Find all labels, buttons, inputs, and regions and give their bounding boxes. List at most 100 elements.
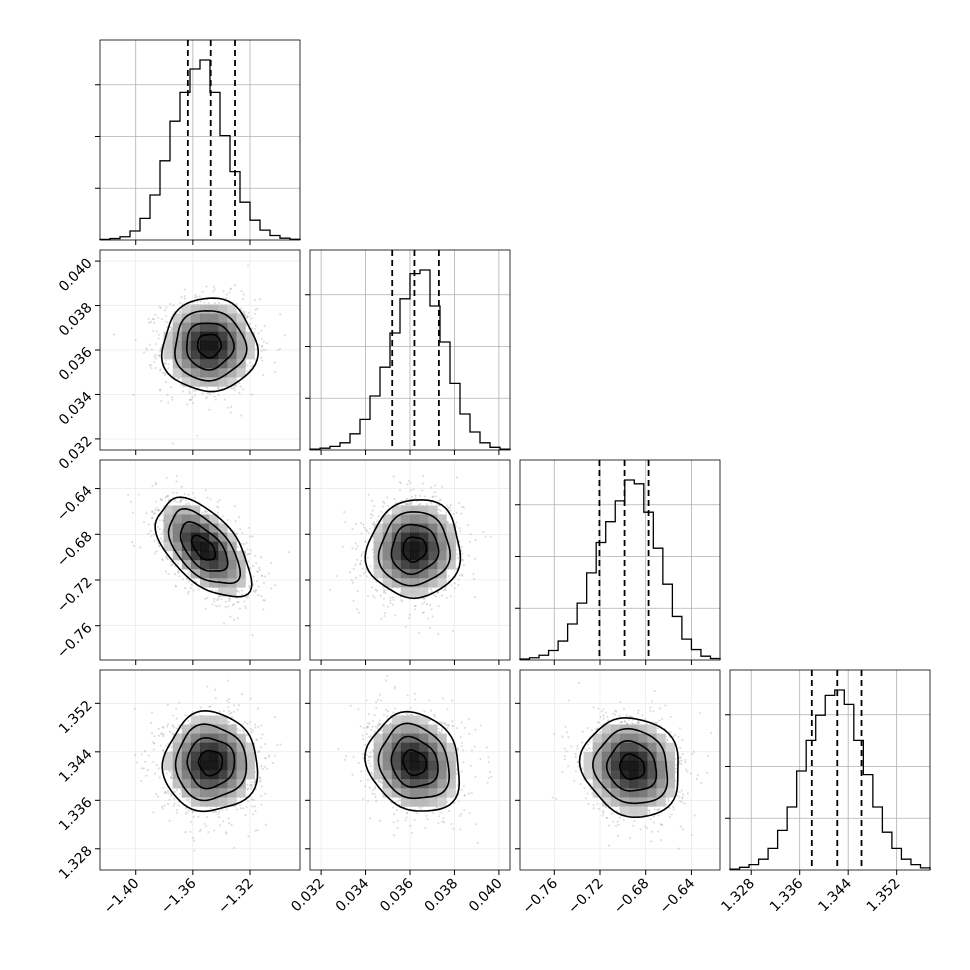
scatter-point — [228, 291, 231, 294]
scatter-point — [632, 824, 635, 827]
density-cell — [400, 788, 411, 798]
scatter-point — [450, 584, 453, 587]
scatter-point — [657, 808, 660, 811]
density-cell — [181, 514, 192, 524]
scatter-point — [490, 775, 493, 778]
scatter-point — [220, 386, 223, 389]
scatter-point — [602, 708, 605, 711]
density-cell — [373, 733, 383, 743]
scatter-point — [597, 707, 600, 710]
scatter-point — [427, 617, 430, 620]
scatter-point — [234, 520, 237, 523]
density-cell — [218, 779, 228, 789]
scatter-point — [379, 594, 382, 597]
density-cell — [190, 770, 201, 780]
density-cell — [428, 523, 438, 533]
scatter-point — [150, 348, 153, 351]
scatter-point — [258, 776, 261, 779]
panel-frame — [519, 459, 721, 661]
scatter-point — [167, 498, 171, 501]
scatter-point — [162, 749, 165, 752]
scatter-point — [172, 804, 175, 807]
scatter-point — [447, 723, 450, 726]
scatter-point — [343, 758, 346, 761]
scatter-point — [468, 732, 471, 735]
scatter-point — [157, 734, 161, 737]
scatter-point — [249, 549, 252, 552]
scatter-point — [426, 818, 429, 821]
scatter-point — [196, 434, 199, 437]
density-cell — [181, 523, 192, 533]
scatter-point — [218, 498, 221, 502]
scatter-point — [254, 324, 257, 327]
density-cell — [400, 760, 411, 771]
scatter-point — [166, 557, 169, 560]
contour-line — [161, 709, 259, 813]
density-cell — [629, 742, 639, 753]
density-cell — [391, 532, 402, 543]
panel-frame — [519, 669, 721, 871]
y-tick-label: −0.68 — [54, 529, 96, 571]
density-cell — [227, 560, 237, 570]
scatter-point — [368, 762, 371, 765]
scatter-point — [706, 754, 709, 757]
density-cell — [172, 532, 183, 543]
scatter-point — [175, 491, 178, 494]
scatter-point — [216, 605, 219, 608]
scatter-point — [150, 516, 154, 519]
scatter-point — [264, 575, 267, 578]
scatter-point — [616, 820, 619, 823]
scatter-point — [191, 810, 194, 813]
density-cell — [437, 514, 447, 524]
scatter-point — [163, 309, 166, 312]
scatter-point — [488, 770, 491, 773]
scatter-point — [433, 491, 437, 494]
scatter-point — [389, 722, 392, 725]
scatter-point — [175, 560, 178, 563]
pair-panel-1-3 — [305, 669, 511, 875]
scatter-point — [371, 523, 374, 526]
scatter-point — [644, 825, 647, 828]
scatter-point — [225, 832, 228, 835]
scatter-point — [257, 585, 260, 588]
scatter-point — [192, 389, 195, 392]
scatter-point — [438, 730, 441, 733]
density-cell — [181, 304, 192, 314]
scatter-point — [250, 780, 253, 784]
scatter-point — [167, 792, 171, 795]
scatter-point — [373, 793, 376, 796]
x-tick-label: 1.344 — [815, 875, 855, 915]
scatter-point — [375, 701, 378, 704]
scatter-point — [183, 492, 186, 496]
scatter-point — [198, 830, 201, 833]
scatter-point — [344, 521, 347, 524]
scatter-point — [629, 715, 632, 718]
density-cell — [200, 532, 210, 543]
density-cell — [163, 331, 173, 342]
scatter-point — [561, 735, 564, 738]
scatter-point — [199, 706, 202, 709]
scatter-point — [565, 750, 568, 753]
density-cell — [190, 350, 201, 360]
scatter-point — [161, 807, 164, 810]
scatter-point — [440, 721, 444, 724]
scatter-point — [599, 731, 602, 734]
scatter-point — [423, 710, 426, 713]
scatter-point — [150, 510, 154, 513]
scatter-point — [157, 727, 160, 730]
density-cell — [200, 788, 210, 798]
scatter-point — [150, 320, 153, 323]
x-tick-label: 1.352 — [864, 876, 904, 916]
scatter-point — [226, 406, 229, 409]
density-cell — [391, 569, 402, 579]
scatter-point — [659, 707, 662, 710]
density-cell — [391, 760, 402, 771]
scatter-point — [452, 725, 455, 728]
scatter-point — [239, 385, 242, 388]
scatter-point — [158, 355, 161, 358]
scatter-point — [152, 811, 155, 814]
scatter-point — [158, 509, 161, 512]
scatter-point — [131, 541, 134, 544]
scatter-point — [570, 745, 573, 748]
scatter-point — [171, 395, 174, 398]
